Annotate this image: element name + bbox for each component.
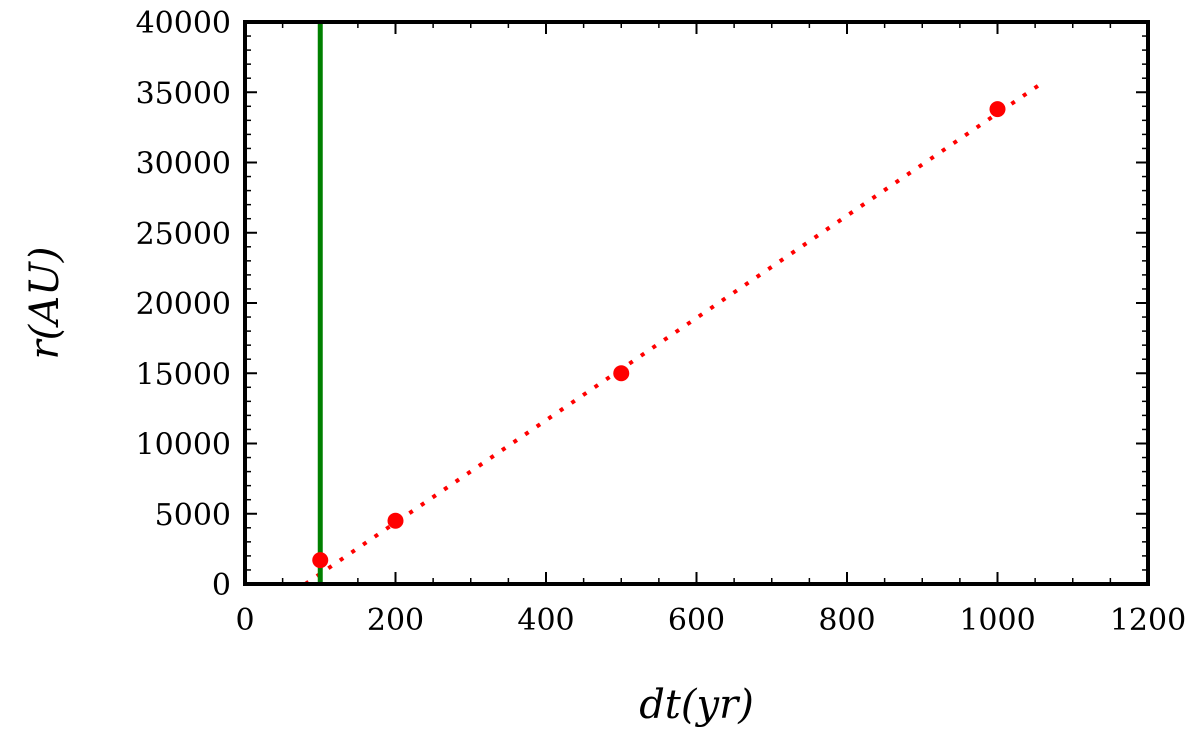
minor-ticks [244,21,1149,585]
y-tick-labels: 0 5000 10000 15000 20000 25000 30000 35000 40000 [136,6,231,603]
x-tick-label: 0 [235,603,254,638]
x-tick-label: 200 [367,603,424,638]
data-point [312,552,329,569]
y-tick-label: 0 [212,568,231,603]
x-tick-label: 1000 [959,603,1035,638]
series-layer [304,22,1041,586]
y-tick-label: 35000 [136,76,231,111]
data-point [989,101,1006,118]
x-tick-label: 1200 [1110,603,1186,638]
y-tick-label: 25000 [136,217,231,252]
y-tick-label: 15000 [136,357,231,392]
data-point [387,512,404,529]
major-ticks [244,21,1149,585]
y-tick-label: 30000 [136,147,231,182]
fit-line [304,83,1041,586]
y-tick-label: 5000 [155,498,231,533]
data-point [613,365,630,382]
y-tick-label: 20000 [136,287,231,322]
y-tick-label: 10000 [136,428,231,463]
x-tick-label: 400 [517,603,574,638]
plot-frame [243,20,1150,586]
y-tick-label: 40000 [136,6,231,41]
x-tick-label: 600 [668,603,725,638]
x-axis-label: dt(yr) [639,682,754,728]
y-axis-label: r(AU) [22,247,68,360]
x-tick-label: 800 [818,603,875,638]
x-tick-labels: 0 200 400 600 800 1000 1200 [235,603,1186,638]
